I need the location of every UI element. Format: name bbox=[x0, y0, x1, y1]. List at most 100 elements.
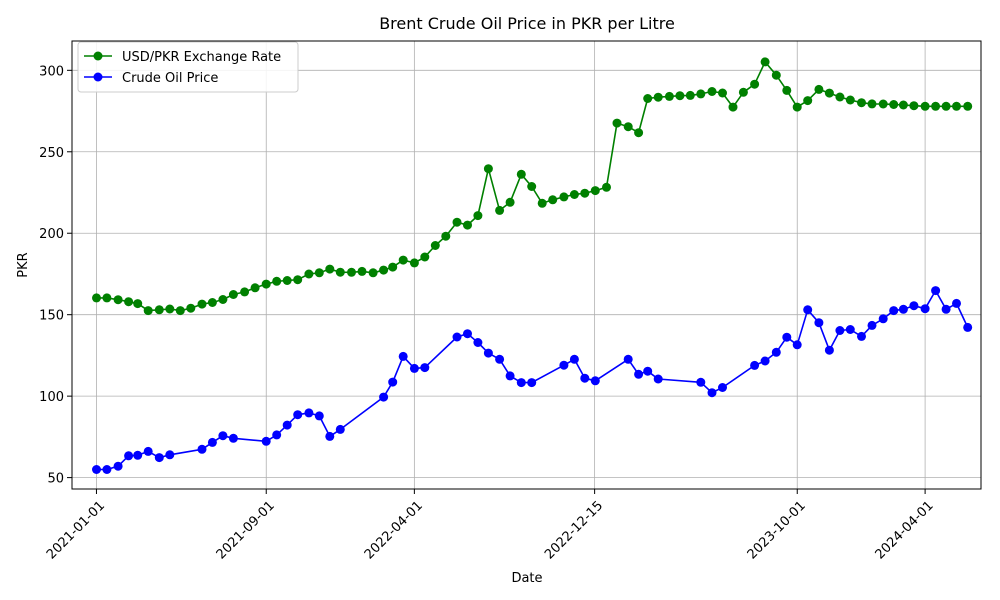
data-point bbox=[931, 286, 941, 296]
data-point bbox=[420, 252, 430, 262]
data-point bbox=[920, 101, 930, 111]
data-point bbox=[272, 430, 282, 440]
data-point bbox=[878, 314, 888, 324]
data-point bbox=[304, 408, 314, 418]
data-point bbox=[452, 217, 462, 227]
data-point bbox=[634, 128, 644, 138]
data-point bbox=[738, 87, 748, 97]
data-point bbox=[430, 241, 440, 250]
data-point bbox=[760, 356, 770, 366]
data-point bbox=[537, 198, 547, 208]
data-point bbox=[941, 101, 951, 111]
data-point bbox=[803, 305, 813, 315]
data-point bbox=[368, 268, 378, 278]
data-point bbox=[569, 190, 579, 199]
data-point bbox=[250, 283, 260, 293]
data-point bbox=[420, 363, 430, 373]
data-point bbox=[388, 377, 398, 387]
data-point bbox=[590, 376, 600, 386]
x-axis-label: Date bbox=[511, 571, 542, 586]
data-point bbox=[228, 290, 238, 299]
data-point bbox=[228, 433, 238, 443]
data-point bbox=[165, 450, 175, 460]
data-point bbox=[718, 383, 727, 392]
data-point bbox=[409, 258, 419, 268]
data-point bbox=[931, 101, 941, 111]
data-point bbox=[707, 388, 717, 398]
data-point bbox=[771, 347, 781, 357]
data-point bbox=[782, 332, 792, 342]
data-point bbox=[898, 100, 908, 110]
y-axis: 50 100 150 200 250 300 bbox=[39, 64, 72, 487]
data-point bbox=[463, 220, 472, 230]
data-point bbox=[102, 465, 112, 474]
data-point bbox=[803, 96, 813, 106]
data-point bbox=[675, 91, 685, 101]
data-point bbox=[941, 304, 951, 314]
data-point bbox=[441, 231, 451, 241]
data-point bbox=[760, 57, 770, 67]
data-point bbox=[282, 420, 292, 430]
data-point bbox=[452, 332, 462, 342]
series-0 bbox=[92, 57, 973, 316]
data-point bbox=[889, 306, 899, 316]
data-point bbox=[527, 378, 537, 388]
data-point bbox=[643, 366, 653, 376]
series-layer bbox=[92, 57, 973, 474]
data-point bbox=[664, 91, 674, 101]
data-point bbox=[580, 373, 590, 383]
data-point bbox=[218, 295, 228, 304]
data-point bbox=[867, 99, 877, 109]
data-point bbox=[857, 98, 866, 108]
data-point bbox=[154, 305, 164, 315]
data-point bbox=[261, 279, 271, 289]
legend-marker-exchange-rate bbox=[93, 51, 103, 61]
data-point bbox=[782, 85, 792, 95]
legend-marker-crude-oil bbox=[93, 72, 103, 82]
data-point bbox=[580, 188, 590, 198]
data-point bbox=[548, 195, 558, 205]
y-tick-label: 300 bbox=[39, 64, 64, 79]
data-point bbox=[282, 276, 292, 285]
data-point bbox=[792, 340, 802, 350]
data-point bbox=[505, 197, 515, 207]
y-tick-label: 100 bbox=[39, 390, 64, 405]
data-point bbox=[889, 100, 899, 109]
data-point bbox=[952, 298, 961, 308]
data-point bbox=[643, 94, 653, 103]
data-point bbox=[495, 205, 505, 215]
data-point bbox=[272, 276, 282, 286]
data-point bbox=[165, 304, 175, 314]
data-point bbox=[379, 265, 389, 275]
data-point bbox=[634, 369, 644, 379]
data-point bbox=[728, 102, 738, 112]
series-1 bbox=[92, 286, 973, 474]
data-point bbox=[463, 329, 472, 339]
data-point bbox=[197, 444, 207, 454]
data-point bbox=[569, 354, 579, 364]
data-point bbox=[495, 354, 505, 364]
y-tick-label: 200 bbox=[39, 227, 64, 242]
data-point bbox=[483, 348, 493, 358]
data-point bbox=[473, 211, 483, 221]
data-point bbox=[771, 70, 781, 80]
data-point bbox=[357, 266, 367, 276]
data-point bbox=[750, 360, 760, 370]
data-point bbox=[623, 354, 633, 364]
data-point bbox=[388, 262, 398, 272]
data-point bbox=[124, 451, 134, 461]
data-point bbox=[483, 164, 493, 174]
data-point bbox=[143, 306, 153, 316]
data-point bbox=[718, 88, 727, 98]
y-tick-label: 250 bbox=[39, 146, 64, 161]
data-point bbox=[909, 101, 919, 111]
data-point bbox=[527, 182, 537, 191]
data-point bbox=[952, 101, 961, 111]
data-point bbox=[133, 450, 143, 460]
data-point bbox=[325, 264, 335, 274]
y-tick-label: 50 bbox=[47, 472, 64, 487]
data-point bbox=[516, 169, 526, 179]
data-point bbox=[240, 287, 250, 297]
